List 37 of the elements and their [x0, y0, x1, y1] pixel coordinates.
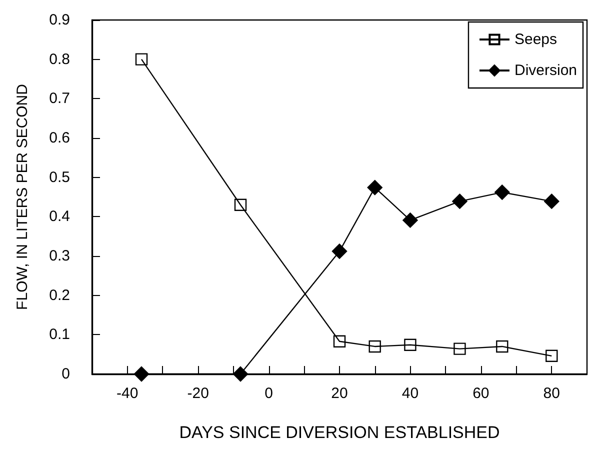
point: [496, 340, 508, 353]
point: [232, 366, 248, 382]
x-axis-title: DAYS SINCE DIVERSION ESTABLISHED: [179, 423, 500, 442]
legend-label: Seeps: [514, 31, 558, 48]
x-tick-label: 60: [472, 385, 490, 402]
y-tick-label: 0.3: [49, 248, 70, 264]
point: [368, 340, 381, 353]
point: [367, 180, 382, 196]
x-tick-label: 20: [331, 385, 348, 402]
x-tick-label: 0: [264, 385, 273, 402]
y-tick-label: 0.6: [49, 130, 70, 146]
point: [332, 244, 348, 259]
point: [404, 338, 416, 351]
y-tick-label: 0.8: [49, 50, 70, 68]
y-tick-label: 0.1: [49, 326, 70, 344]
point: [134, 366, 150, 382]
point: [546, 350, 558, 362]
point: [452, 194, 468, 209]
y-tick-label: 0.2: [49, 286, 70, 304]
point: [494, 184, 510, 200]
point: [135, 53, 148, 66]
point: [454, 342, 466, 355]
x-tick-label: 80: [543, 385, 560, 402]
x-tick-label: -40: [116, 385, 138, 402]
point: [402, 212, 418, 228]
y-tick-label: 0.9: [49, 12, 70, 28]
y-tick-label: 0.7: [49, 90, 70, 108]
x-tick-label: -20: [187, 385, 209, 402]
y-tick-label: 0.5: [49, 168, 70, 186]
point: [544, 194, 560, 209]
y-axis-title: FLOW, IN LITERS PER SECOND: [14, 84, 31, 310]
legend-label: Diversion: [514, 62, 578, 79]
y-tick-label: 0: [62, 366, 70, 382]
y-tick-label: 0.4: [49, 208, 70, 226]
x-tick-label: 40: [402, 385, 419, 402]
point: [333, 335, 346, 348]
point: [234, 198, 247, 211]
